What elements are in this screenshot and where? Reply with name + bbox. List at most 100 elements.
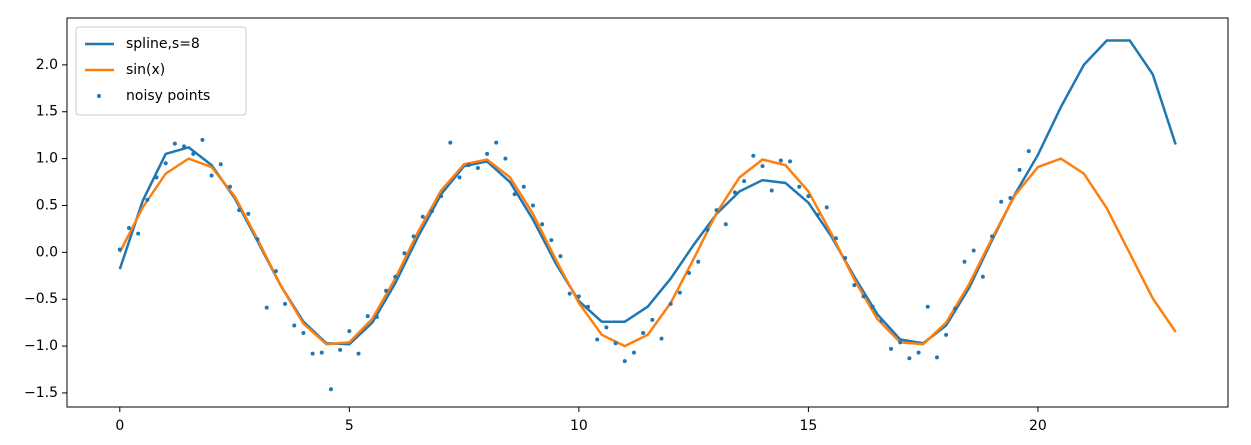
point	[512, 192, 517, 197]
point	[374, 315, 379, 320]
point	[521, 184, 526, 189]
point	[246, 211, 251, 216]
y-tick-label: 1.5	[36, 104, 58, 120]
point	[145, 197, 150, 202]
point	[255, 237, 260, 242]
line	[118, 157, 1177, 348]
point	[117, 247, 122, 252]
legend-label: sin(x)	[126, 62, 165, 78]
point	[870, 304, 875, 309]
point	[420, 214, 425, 219]
point	[227, 184, 232, 189]
point	[1008, 195, 1013, 200]
point	[944, 332, 949, 337]
point	[732, 190, 737, 195]
point	[999, 199, 1004, 204]
point	[283, 301, 288, 306]
point	[540, 222, 545, 227]
point	[237, 208, 242, 213]
point	[549, 238, 554, 243]
x-tick-label: 15	[799, 418, 817, 434]
x-tick-label: 0	[115, 418, 124, 434]
point	[889, 346, 894, 351]
y-tick-label: 0.0	[36, 244, 58, 260]
point	[898, 340, 903, 345]
point	[925, 304, 930, 309]
point	[328, 387, 333, 392]
point	[953, 306, 958, 311]
point	[696, 259, 701, 264]
point	[631, 350, 636, 355]
legend-box	[75, 26, 247, 116]
point	[907, 356, 912, 361]
point	[962, 259, 967, 264]
point	[466, 163, 471, 168]
point	[457, 175, 462, 180]
point	[567, 291, 572, 296]
point	[503, 156, 508, 161]
point	[530, 203, 535, 208]
point	[852, 283, 857, 288]
point	[301, 330, 306, 335]
point	[558, 254, 563, 259]
point	[797, 184, 802, 189]
point	[824, 205, 829, 210]
point	[751, 153, 756, 158]
point	[595, 337, 600, 342]
x-tick-label: 20	[1029, 418, 1047, 434]
point	[218, 162, 223, 167]
y-tick-label: 1.0	[36, 151, 58, 167]
point	[163, 161, 168, 166]
point	[411, 234, 416, 239]
point	[833, 236, 838, 241]
point	[402, 251, 407, 256]
point	[136, 231, 141, 236]
point	[200, 137, 205, 142]
y-tick-label: 0.5	[36, 197, 58, 213]
point	[338, 347, 343, 352]
point	[650, 317, 655, 322]
point	[934, 355, 939, 360]
x-tick-label: 5	[345, 418, 354, 434]
legend-marker	[97, 94, 101, 98]
y-tick-label: −0.5	[24, 291, 58, 307]
point	[586, 304, 591, 309]
point	[292, 323, 297, 328]
point	[429, 209, 434, 214]
point	[714, 208, 719, 213]
y-tick-label: −1.0	[24, 338, 58, 354]
point	[310, 351, 315, 356]
point	[439, 194, 444, 199]
point	[705, 227, 710, 232]
point	[347, 329, 352, 334]
point	[843, 255, 848, 260]
point	[154, 175, 159, 180]
legend-label: noisy points	[126, 88, 210, 104]
point	[172, 141, 177, 146]
point	[677, 290, 682, 295]
point	[778, 158, 783, 163]
x-tick-label: 10	[570, 418, 588, 434]
point	[641, 330, 646, 335]
point	[668, 301, 673, 306]
point	[723, 222, 728, 227]
point	[1017, 167, 1022, 172]
point	[356, 351, 361, 356]
point	[990, 234, 995, 239]
point	[613, 341, 618, 346]
point	[815, 212, 820, 217]
point	[126, 225, 131, 230]
point	[788, 159, 793, 164]
y-tick-label: −1.5	[24, 385, 58, 401]
point	[659, 336, 664, 341]
point	[604, 325, 609, 330]
point	[448, 140, 453, 145]
point	[806, 194, 811, 199]
point	[622, 359, 627, 364]
point	[264, 305, 269, 310]
point	[879, 318, 884, 323]
point	[319, 350, 324, 355]
point	[365, 314, 370, 319]
y-tick-label: 2.0	[36, 57, 58, 73]
point	[384, 288, 389, 293]
